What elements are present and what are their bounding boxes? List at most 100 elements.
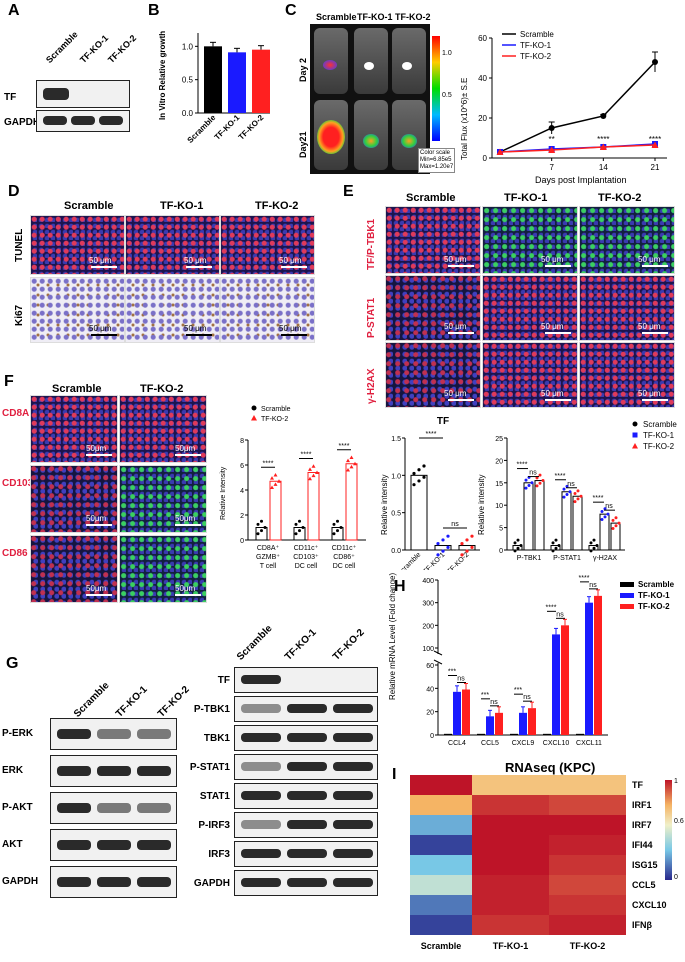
heatmap-cell: [549, 835, 626, 855]
heatmap-cell: [549, 875, 626, 895]
data-point: [441, 538, 445, 542]
legend-label: TF-KO-2: [520, 52, 552, 61]
heatmap-col-label: TF-KO-2: [570, 941, 606, 951]
data-point: [349, 464, 354, 469]
caption-line: Min=6.85e5: [420, 157, 452, 163]
blot-band: [241, 820, 281, 829]
blot-band: [333, 791, 373, 800]
blot-band: [57, 840, 91, 850]
bar: [528, 708, 536, 735]
mouse-image: [314, 100, 348, 170]
micrograph: 50 μm: [220, 215, 315, 275]
heatmap-cell: [410, 835, 472, 855]
panel-g-left-row: P-AKT: [2, 802, 33, 813]
x-tick-label: CXCL10: [543, 740, 570, 745]
panel-g-right-row: P-TBK1: [193, 704, 230, 715]
significance: ****: [301, 452, 312, 459]
data-point: [417, 468, 421, 472]
blot-band: [43, 116, 67, 125]
blot-band: [241, 849, 281, 858]
bar: [561, 625, 569, 735]
bar: [293, 527, 306, 541]
mouse-image: [354, 28, 388, 94]
y-tick-label: 200: [422, 623, 434, 630]
y-tick-label: 25: [495, 436, 503, 443]
panel-c-col-scramble: Scramble: [316, 12, 357, 22]
panel-g-blot: [50, 829, 177, 861]
data-point: [603, 507, 607, 511]
data-point: [336, 519, 339, 523]
legend-label: TF-KO-2: [643, 442, 675, 451]
panel-c-colorbar-tick: 0.5: [442, 92, 452, 99]
significance: ns: [556, 611, 564, 618]
bar: [495, 712, 503, 735]
panel-g-right-col: TF-KO-2: [331, 627, 367, 663]
panel-g-left-col: TF-KO-1: [114, 684, 150, 720]
blot-band: [287, 762, 327, 771]
blot-band: [241, 733, 281, 742]
significance: ****: [546, 604, 557, 611]
blot-band: [333, 762, 373, 771]
data-point: [568, 490, 572, 494]
bar: [599, 513, 610, 551]
panel-g-blot: [50, 866, 177, 898]
micrograph: 50 μm: [385, 275, 481, 341]
panel-g-blot: [234, 667, 378, 693]
blot-band: [333, 878, 373, 887]
blot-band: [287, 820, 327, 829]
data-point: [614, 524, 618, 528]
data-point: [336, 529, 339, 533]
panel-e-row: P-STAT1: [366, 297, 377, 338]
data-point: [592, 538, 596, 542]
panel-i-title: RNAseq (KPC): [505, 760, 596, 775]
bar: [594, 595, 602, 735]
data-point: [551, 541, 555, 545]
y-tick-label: 20: [478, 114, 487, 123]
y-tick-label: 1.0: [391, 473, 401, 480]
significance: ****: [339, 443, 350, 450]
y-tick-label: 10: [495, 503, 503, 510]
significance: ns: [523, 694, 531, 701]
micrograph: 50 μm: [579, 275, 675, 341]
micrograph: 50 μm: [125, 277, 220, 343]
micrograph: 50 μm: [30, 215, 125, 275]
panel-f-col: TF-KO-2: [140, 383, 184, 395]
data-point: [417, 479, 421, 483]
x-tick-label: CD8A⁺: [257, 545, 280, 552]
x-tick-label: TF-KO-2: [237, 113, 266, 142]
y-tick-label: 0: [483, 154, 488, 163]
blot-band: [333, 820, 373, 829]
x-tick-label: CD11c⁺: [332, 545, 357, 552]
heatmap-row-label: IRF7: [632, 820, 652, 830]
heatmap-cell: [410, 895, 472, 915]
micrograph: 50 μm: [30, 277, 125, 343]
heatmap-cell: [410, 855, 472, 875]
data-point: [465, 538, 469, 542]
y-tick-label: 1.0: [182, 42, 194, 51]
panel-f-chart: 0 2 4 6 8 Scramble TF-KO-2 **** CD8A⁺ GZMB⁺ T cell…: [240, 405, 366, 570]
data-point: [277, 479, 281, 483]
significance: ns: [605, 503, 613, 510]
data-point: [530, 481, 534, 485]
data-point: [346, 468, 350, 472]
panel-a-row-tf: TF: [4, 92, 17, 103]
bar: [307, 472, 320, 541]
data-point: [470, 545, 474, 549]
axis-break: [433, 659, 443, 665]
legend-marker: [620, 604, 634, 609]
data-point: [353, 461, 357, 466]
data-point: [576, 497, 580, 501]
panel-g-right-row: TF: [217, 675, 230, 686]
bar: [410, 474, 428, 551]
bar: [255, 527, 268, 541]
panel-g-blot: [234, 754, 378, 780]
blot-band: [241, 704, 281, 713]
bar: [519, 712, 527, 735]
panel-a-blot-tf: [36, 80, 130, 108]
panel-g-label: G: [6, 655, 19, 672]
significance: ****: [593, 495, 604, 502]
panel-c-label: C: [285, 2, 297, 19]
y-tick-label: 100: [422, 646, 434, 653]
blot-band: [287, 733, 327, 742]
